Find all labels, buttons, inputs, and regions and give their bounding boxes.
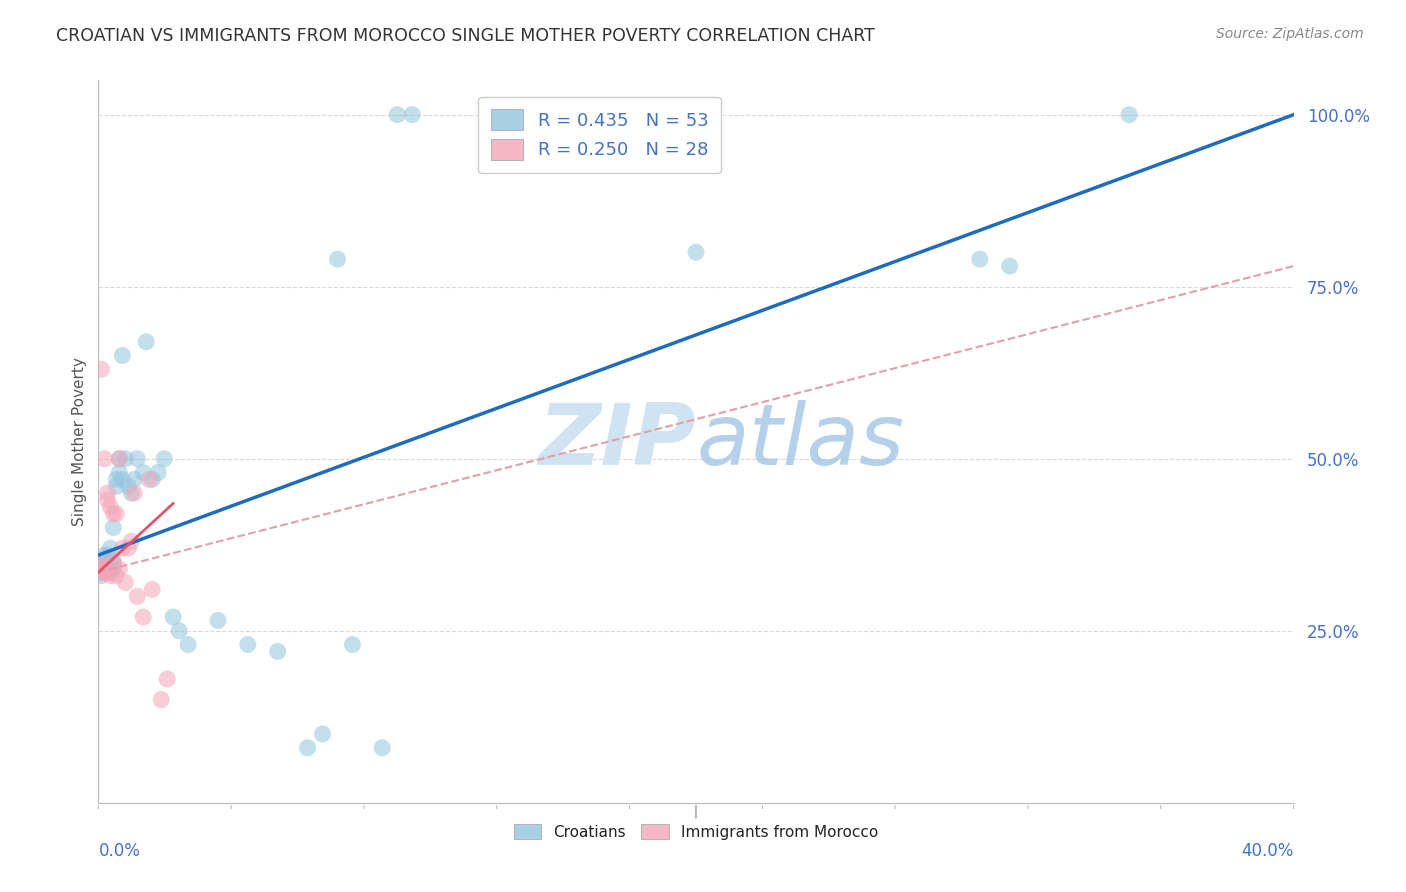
Point	[117, 479, 139, 493]
Point	[96, 493, 118, 508]
Point	[108, 466, 131, 480]
Point	[385, 108, 409, 122]
Point	[550, 108, 572, 122]
Point	[103, 507, 125, 521]
Point	[90, 566, 112, 580]
Point	[685, 245, 707, 260]
Legend: Croatians, Immigrants from Morocco: Croatians, Immigrants from Morocco	[508, 818, 884, 846]
Y-axis label: Single Mother Poverty: Single Mother Poverty	[72, 357, 87, 526]
Point	[297, 740, 319, 755]
Point	[103, 558, 125, 573]
Point	[207, 614, 229, 628]
Point	[108, 562, 131, 576]
Point	[167, 624, 190, 638]
Point	[162, 610, 184, 624]
Point	[132, 610, 155, 624]
Text: ZIP: ZIP	[538, 400, 696, 483]
Point	[96, 566, 118, 580]
Point	[111, 541, 134, 556]
Point	[90, 558, 112, 573]
Point	[124, 472, 146, 486]
Point	[90, 566, 112, 580]
Point	[93, 555, 115, 569]
Point	[105, 479, 128, 493]
Point	[127, 451, 149, 466]
Point	[90, 562, 112, 576]
Point	[969, 252, 991, 267]
Point	[105, 507, 128, 521]
Point	[90, 362, 112, 376]
Point	[93, 562, 115, 576]
Point	[135, 334, 157, 349]
Point	[93, 551, 115, 566]
Point	[150, 692, 173, 706]
Point	[124, 486, 146, 500]
Text: 40.0%: 40.0%	[1241, 842, 1294, 860]
Point	[103, 555, 125, 569]
Point	[93, 566, 115, 580]
Point	[108, 451, 131, 466]
Point	[98, 541, 122, 556]
Point	[93, 562, 115, 576]
Text: atlas: atlas	[696, 400, 904, 483]
Point	[98, 568, 122, 582]
Text: 0.0%: 0.0%	[98, 842, 141, 860]
Point	[371, 740, 394, 755]
Point	[105, 568, 128, 582]
Point	[96, 558, 118, 573]
Point	[111, 472, 134, 486]
Text: Source: ZipAtlas.com: Source: ZipAtlas.com	[1216, 27, 1364, 41]
Point	[148, 466, 170, 480]
Point	[127, 590, 149, 604]
Point	[236, 638, 259, 652]
Point	[114, 575, 136, 590]
Point	[98, 566, 122, 580]
Point	[114, 451, 136, 466]
Point	[141, 472, 163, 486]
Point	[93, 451, 115, 466]
Point	[96, 548, 118, 562]
Point	[326, 252, 349, 267]
Point	[108, 451, 131, 466]
Point	[156, 672, 179, 686]
Point	[93, 548, 115, 562]
Point	[103, 555, 125, 569]
Text: CROATIAN VS IMMIGRANTS FROM MOROCCO SINGLE MOTHER POVERTY CORRELATION CHART: CROATIAN VS IMMIGRANTS FROM MOROCCO SING…	[56, 27, 875, 45]
Point	[342, 638, 364, 652]
Point	[141, 582, 163, 597]
Point	[105, 472, 128, 486]
Point	[90, 568, 112, 582]
Point	[90, 562, 112, 576]
Point	[138, 472, 160, 486]
Point	[1118, 108, 1140, 122]
Point	[103, 562, 125, 576]
Point	[117, 541, 139, 556]
Point	[96, 562, 118, 576]
Point	[103, 520, 125, 534]
Point	[153, 451, 176, 466]
Point	[96, 566, 118, 580]
Point	[401, 108, 423, 122]
Point	[132, 466, 155, 480]
Point	[267, 644, 290, 658]
Point	[111, 349, 134, 363]
Point	[98, 500, 122, 514]
Point	[98, 562, 122, 576]
Point	[311, 727, 333, 741]
Point	[96, 486, 118, 500]
Point	[93, 566, 115, 580]
Point	[177, 638, 200, 652]
Point	[120, 486, 142, 500]
Point	[998, 259, 1021, 273]
Point	[120, 534, 142, 549]
